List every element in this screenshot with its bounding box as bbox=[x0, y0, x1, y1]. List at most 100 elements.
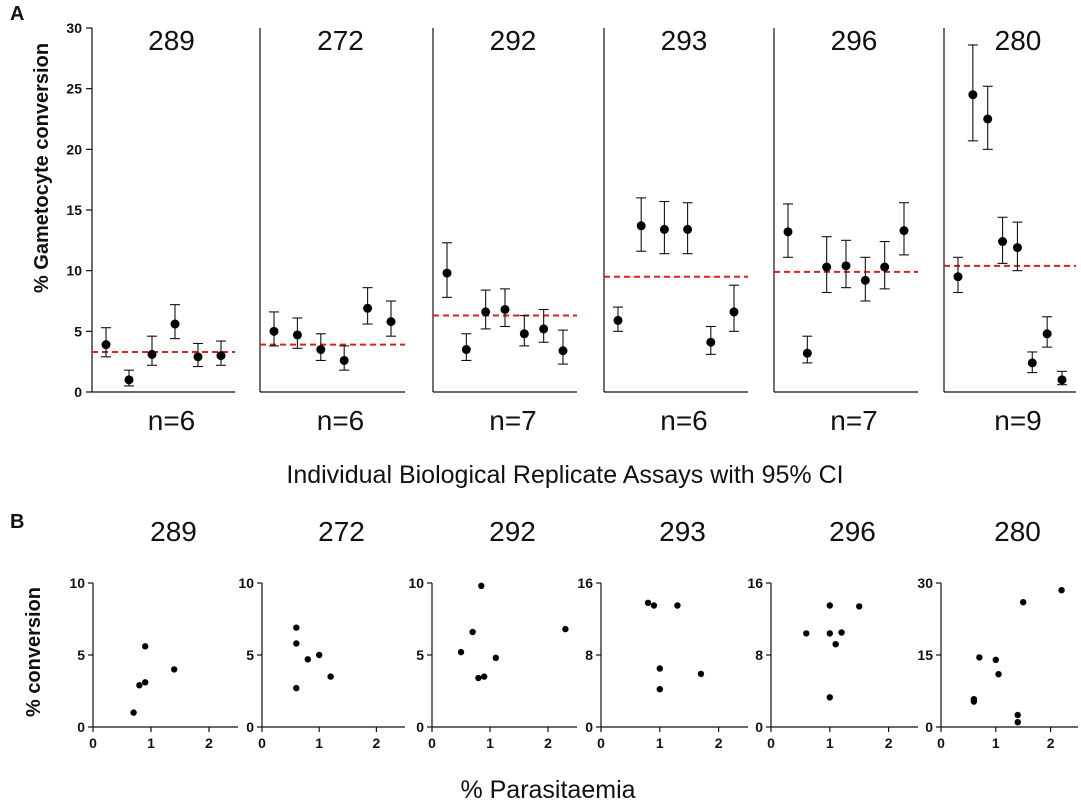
data-point bbox=[339, 355, 349, 365]
data-point bbox=[970, 698, 978, 705]
data-point bbox=[803, 630, 810, 637]
data-point bbox=[327, 673, 334, 680]
y-tick-label: 20 bbox=[66, 141, 82, 157]
y-tick-label: 0 bbox=[77, 719, 85, 735]
data-point bbox=[983, 114, 993, 124]
x-tick-label: 2 bbox=[715, 735, 723, 751]
panel-292-title: 292 bbox=[490, 25, 537, 56]
data-point bbox=[968, 90, 978, 100]
data-point bbox=[636, 221, 646, 231]
panel-289-title: 289 bbox=[148, 25, 195, 56]
data-point bbox=[562, 625, 569, 633]
data-point bbox=[998, 237, 1008, 247]
data-point bbox=[130, 709, 137, 716]
x-tick-label: 0 bbox=[597, 735, 605, 751]
y-tick-label: 8 bbox=[585, 647, 593, 663]
x-tick-label: 1 bbox=[147, 735, 155, 751]
data-point bbox=[316, 651, 323, 659]
data-point bbox=[142, 643, 149, 650]
data-point bbox=[826, 694, 833, 701]
data-point bbox=[1057, 375, 1067, 385]
panel-280-title: 280 bbox=[995, 25, 1042, 56]
panel-a-letter: A bbox=[10, 3, 24, 25]
data-point bbox=[293, 684, 300, 692]
data-point bbox=[193, 352, 203, 362]
data-point bbox=[269, 326, 279, 336]
y-tick-label: 10 bbox=[69, 575, 85, 591]
data-point bbox=[293, 640, 300, 647]
y-tick-label: 10 bbox=[408, 575, 424, 591]
x-tick-label: 0 bbox=[937, 735, 945, 751]
data-point bbox=[674, 602, 681, 609]
x-tick-label: 2 bbox=[544, 735, 552, 751]
x-tick-label: 2 bbox=[373, 735, 381, 751]
panel-a-plots: 0 5 10 15 20 25 30 289 n=6 272 n=6 292 n=7 293 n=6 296 n… bbox=[66, 20, 1076, 436]
y-tick-label: 5 bbox=[74, 323, 82, 339]
panel-280-n-label: n=9 bbox=[994, 405, 1042, 436]
data-point bbox=[147, 349, 157, 359]
data-point bbox=[1058, 587, 1065, 594]
panel-a-y-axis-title: % Gametocyte conversion bbox=[31, 43, 53, 293]
y-tick-label: 30 bbox=[917, 575, 933, 591]
y-tick-label: 15 bbox=[917, 647, 933, 663]
panel-b-293-title: 293 bbox=[659, 516, 706, 547]
data-point bbox=[461, 345, 471, 355]
data-point bbox=[1042, 329, 1052, 339]
data-point bbox=[706, 337, 716, 347]
data-point bbox=[304, 656, 311, 663]
data-point bbox=[659, 224, 669, 234]
panel-293-title: 293 bbox=[661, 25, 708, 56]
x-tick-label: 0 bbox=[89, 735, 97, 751]
data-point bbox=[316, 345, 326, 355]
y-tick-label: 0 bbox=[246, 719, 254, 735]
x-tick-label: 1 bbox=[656, 735, 664, 751]
data-point bbox=[363, 303, 373, 313]
data-point bbox=[1020, 599, 1027, 606]
y-tick-label: 10 bbox=[66, 263, 82, 279]
panel-272-title: 272 bbox=[317, 25, 364, 56]
data-point bbox=[697, 670, 705, 678]
data-point bbox=[481, 673, 488, 680]
data-point bbox=[500, 304, 510, 314]
data-point bbox=[136, 682, 143, 689]
data-point bbox=[1014, 719, 1021, 726]
data-point bbox=[683, 224, 693, 234]
y-tick-label: 0 bbox=[585, 719, 593, 735]
y-tick-label: 8 bbox=[755, 647, 763, 663]
panel-296-title: 296 bbox=[831, 25, 878, 56]
y-tick-label: 10 bbox=[238, 575, 254, 591]
panel-296-n-label: n=7 bbox=[830, 405, 878, 436]
data-point bbox=[481, 307, 491, 317]
panel-293-n-label: n=6 bbox=[660, 405, 708, 436]
data-point bbox=[650, 602, 658, 609]
y-tick-label: 5 bbox=[77, 647, 85, 663]
x-tick-label: 1 bbox=[486, 735, 494, 751]
data-point bbox=[216, 351, 226, 361]
data-point bbox=[442, 268, 452, 278]
data-point bbox=[995, 671, 1002, 678]
data-point bbox=[519, 329, 529, 339]
data-point bbox=[457, 648, 465, 656]
y-tick-label: 16 bbox=[577, 575, 593, 591]
data-point bbox=[613, 315, 623, 325]
panel-272-n-label: n=6 bbox=[317, 405, 365, 436]
data-point bbox=[293, 624, 300, 631]
data-point bbox=[838, 629, 845, 636]
data-point bbox=[539, 324, 549, 334]
x-tick-label: 0 bbox=[428, 735, 436, 751]
y-tick-label: 5 bbox=[416, 647, 424, 663]
panel-a-x-axis-title: Individual Biological Replicate Assays w… bbox=[286, 461, 843, 489]
data-point bbox=[656, 686, 663, 693]
y-tick-label: 0 bbox=[74, 384, 82, 400]
data-point bbox=[469, 628, 476, 636]
data-point bbox=[475, 674, 482, 682]
data-point bbox=[976, 654, 983, 661]
data-point bbox=[124, 375, 134, 385]
data-point bbox=[856, 603, 863, 610]
x-tick-label: 1 bbox=[826, 735, 834, 751]
data-point bbox=[558, 346, 568, 356]
y-tick-label: 5 bbox=[246, 647, 254, 663]
y-tick-label: 15 bbox=[66, 202, 82, 218]
